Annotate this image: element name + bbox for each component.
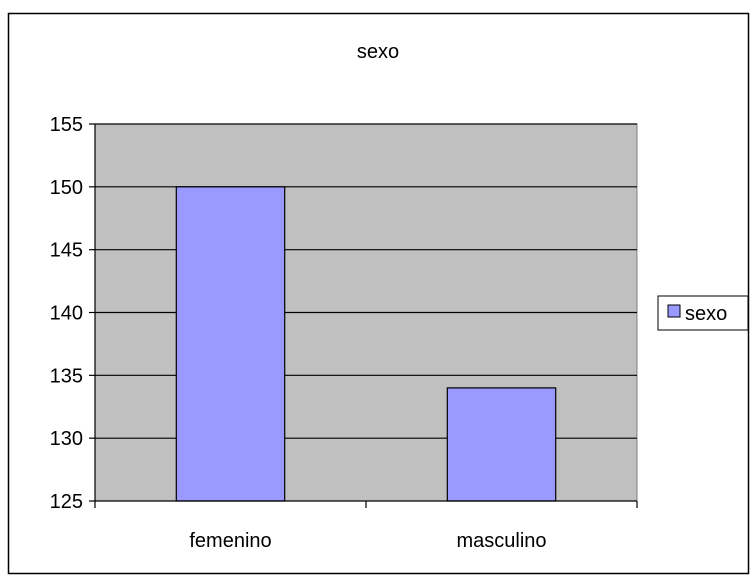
legend: sexo <box>657 295 749 331</box>
y-tick-label: 150 <box>50 177 83 199</box>
y-tick-label: 140 <box>50 303 83 325</box>
y-tick-label: 155 <box>50 114 83 136</box>
x-tick-label: masculino <box>456 530 546 552</box>
y-tick-label: 125 <box>50 491 83 513</box>
y-tick-label: 145 <box>50 240 83 262</box>
chart-title: sexo <box>357 41 399 63</box>
bars <box>175 186 557 502</box>
x-tick-label: femenino <box>189 530 271 552</box>
legend-label: sexo <box>685 303 727 325</box>
legend-swatch <box>667 304 681 318</box>
bar-femenino <box>175 186 286 502</box>
y-tick-label: 130 <box>50 428 83 450</box>
y-tick-label: 135 <box>50 365 83 387</box>
x-axis: femenino masculino <box>94 500 638 552</box>
bar-masculino <box>446 387 557 502</box>
y-axis: 125 130 135 140 145 150 155 <box>50 114 96 513</box>
